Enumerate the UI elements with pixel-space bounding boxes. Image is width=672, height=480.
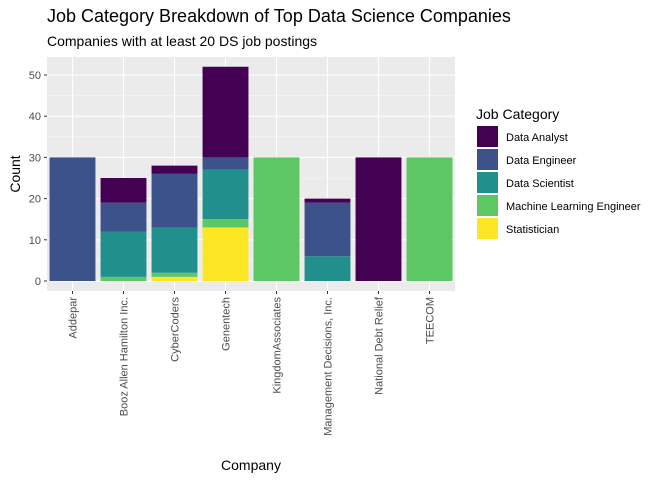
chart-subtitle: Companies with at least 20 DS job postin… [47,33,317,49]
bar-management-decisions-inc-data-engineer [304,202,351,257]
y-tick-label: 0 [35,276,41,288]
x-tick-label: Management Decisions, Inc. [323,297,335,436]
bar-addepar-data-engineer [49,157,96,281]
bar-kingdomassociates-machine-learning-engineer [253,157,300,281]
y-tick-label: 40 [29,111,41,123]
bar-management-decisions-inc-data-analyst [304,198,351,203]
legend-swatch-machine-learning-engineer [477,195,498,216]
legend-label-data-engineer: Data Engineer [506,155,577,167]
x-tick-label: KingdomAssociates [272,297,284,394]
legend-swatch-data-scientist [477,172,498,193]
legend-label-machine-learning-engineer: Machine Learning Engineer [506,201,641,213]
legend-label-statistician: Statistician [506,224,559,236]
legend-items: Data Analyst Data Engineer Data Scientist M… [477,126,641,239]
legend-label-data-scientist: Data Scientist [506,178,574,190]
y-axis-ticks: 0 10 20 30 40 50 [29,70,47,288]
bar-genentech-machine-learning-engineer [202,219,249,228]
bar-cybercoders-data-scientist [151,227,198,273]
y-tick-label: 30 [29,152,41,164]
bars [49,66,453,281]
x-tick-label: TEECOM [425,297,437,344]
bar-genentech-data-scientist [202,169,249,220]
bar-management-decisions-inc-data-scientist [304,256,351,281]
legend-swatch-data-engineer [477,149,498,170]
chart-title: Job Category Breakdown of Top Data Scien… [47,6,511,26]
legend-swatch-statistician [477,218,498,239]
legend-label-data-analyst: Data Analyst [506,132,568,144]
bar-cybercoders-data-engineer [151,173,198,228]
x-axis-title: Company [221,457,281,473]
bar-booz-allen-hamilton-inc-data-engineer [100,202,147,232]
y-tick-label: 50 [29,70,41,82]
x-tick-label: Addepar [68,297,80,339]
bar-genentech-data-engineer [202,157,249,170]
x-tick-label: Genentech [221,297,233,351]
bar-cybercoders-data-analyst [151,165,198,174]
bar-genentech-data-analyst [202,66,249,158]
x-axis-ticks: Addepar Booz Allen Hamilton Inc. CyberCode… [68,291,437,436]
bar-booz-allen-hamilton-inc-data-analyst [100,178,147,203]
bar-genentech-statistician [202,227,249,281]
bar-cybercoders-statistician [151,276,198,281]
y-tick-label: 20 [29,194,41,206]
bar-cybercoders-machine-learning-engineer [151,272,198,277]
legend-swatch-data-analyst [477,126,498,147]
x-tick-label: National Debt Relief [374,296,386,395]
bar-booz-allen-hamilton-inc-data-scientist [100,231,147,277]
bar-booz-allen-hamilton-inc-machine-learning-engineer [100,276,147,281]
x-tick-label: Booz Allen Hamilton Inc. [119,297,131,416]
legend-title: Job Category [476,106,559,122]
bar-national-debt-relief-data-analyst [355,157,402,281]
y-tick-label: 10 [29,235,41,247]
y-axis-title: Count [7,155,23,192]
bar-teecom-machine-learning-engineer [406,157,453,281]
x-tick-label: CyberCoders [170,297,182,362]
